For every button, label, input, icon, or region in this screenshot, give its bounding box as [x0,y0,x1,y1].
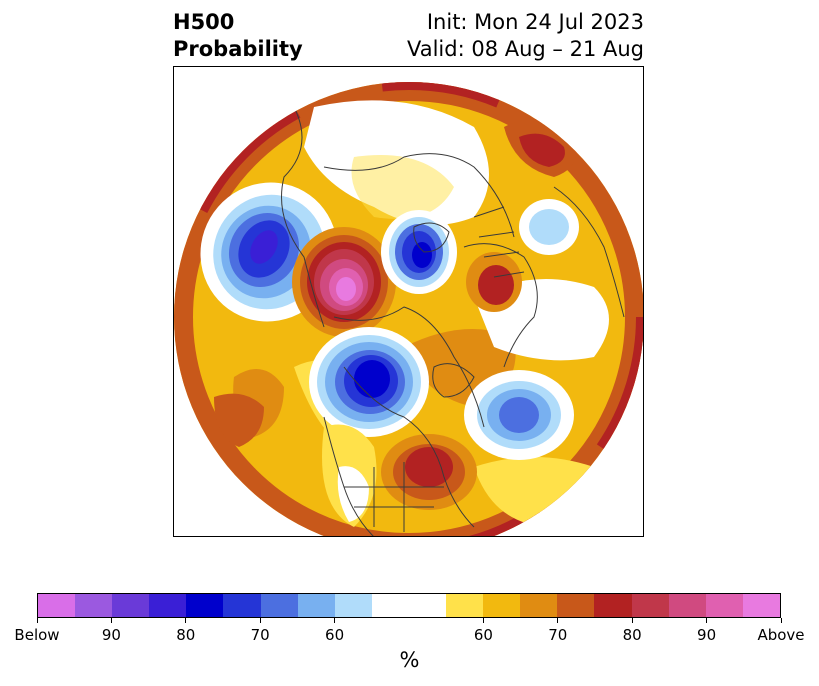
colorbar-cell [260,594,298,617]
colorbar-tick-label: Above [757,626,805,644]
colorbar-cell [334,594,372,617]
colorbar-cell [186,594,224,617]
colorbar-cell [520,594,558,617]
colorbar-tick-label: 60 [473,626,493,644]
colorbar-tick-label: 90 [697,626,717,644]
colorbar-cell [297,594,335,617]
colorbar-tick [482,618,484,623]
colorbar-tick [259,618,261,623]
colorbar-tick-label: 80 [622,626,642,644]
colorbar-unit-label: % [399,648,420,672]
colorbar-cell [668,594,706,617]
colorbar-cell [557,594,595,617]
map-title: H500 Probability [173,9,303,63]
colorbar-tick-label: 70 [250,626,270,644]
polar-map [173,66,644,537]
colorbar-cell [38,594,76,617]
map-dates: Init: Mon 24 Jul 2023 Valid: 08 Aug – 21… [407,9,644,63]
colorbar [37,593,781,618]
title-line-probability: Probability [173,37,303,61]
colorbar-tick [110,618,112,623]
colorbar-cell [223,594,261,617]
colorbar-tick-label: Below [14,626,60,644]
colorbar-cell [705,594,743,617]
colorbar-cell [483,594,521,617]
colorbar-tick-label: 60 [325,626,345,644]
colorbar-cell [408,594,447,617]
colorbar-tick [185,618,187,623]
probability-field [174,82,643,536]
colorbar-tick [557,618,559,623]
colorbar-tick [780,618,782,623]
colorbar-tick [631,618,633,623]
colorbar-tick-label: 80 [176,626,196,644]
valid-range: Valid: 08 Aug – 21 Aug [406,37,644,61]
colorbar-cell [149,594,187,617]
probability-map-svg [174,82,643,536]
colorbar-tick [706,618,708,623]
title-line-h500: H500 [173,10,235,34]
colorbar-cell [742,594,780,617]
colorbar-cell [112,594,150,617]
colorbar-cell [75,594,113,617]
colorbar-cell [594,594,632,617]
colorbar-ticks [36,618,782,630]
colorbar-tick [334,618,336,623]
colorbar-tick-labels: Below 90 80 70 60 60 70 80 90 Above [0,626,819,646]
colorbar-tick-label: 90 [101,626,121,644]
init-date: Init: Mon 24 Jul 2023 [426,10,644,34]
colorbar-cell [371,594,409,617]
colorbar-cell [446,594,484,617]
colorbar-cell [631,594,669,617]
colorbar-tick-label: 70 [548,626,568,644]
colorbar-tick [36,618,38,623]
